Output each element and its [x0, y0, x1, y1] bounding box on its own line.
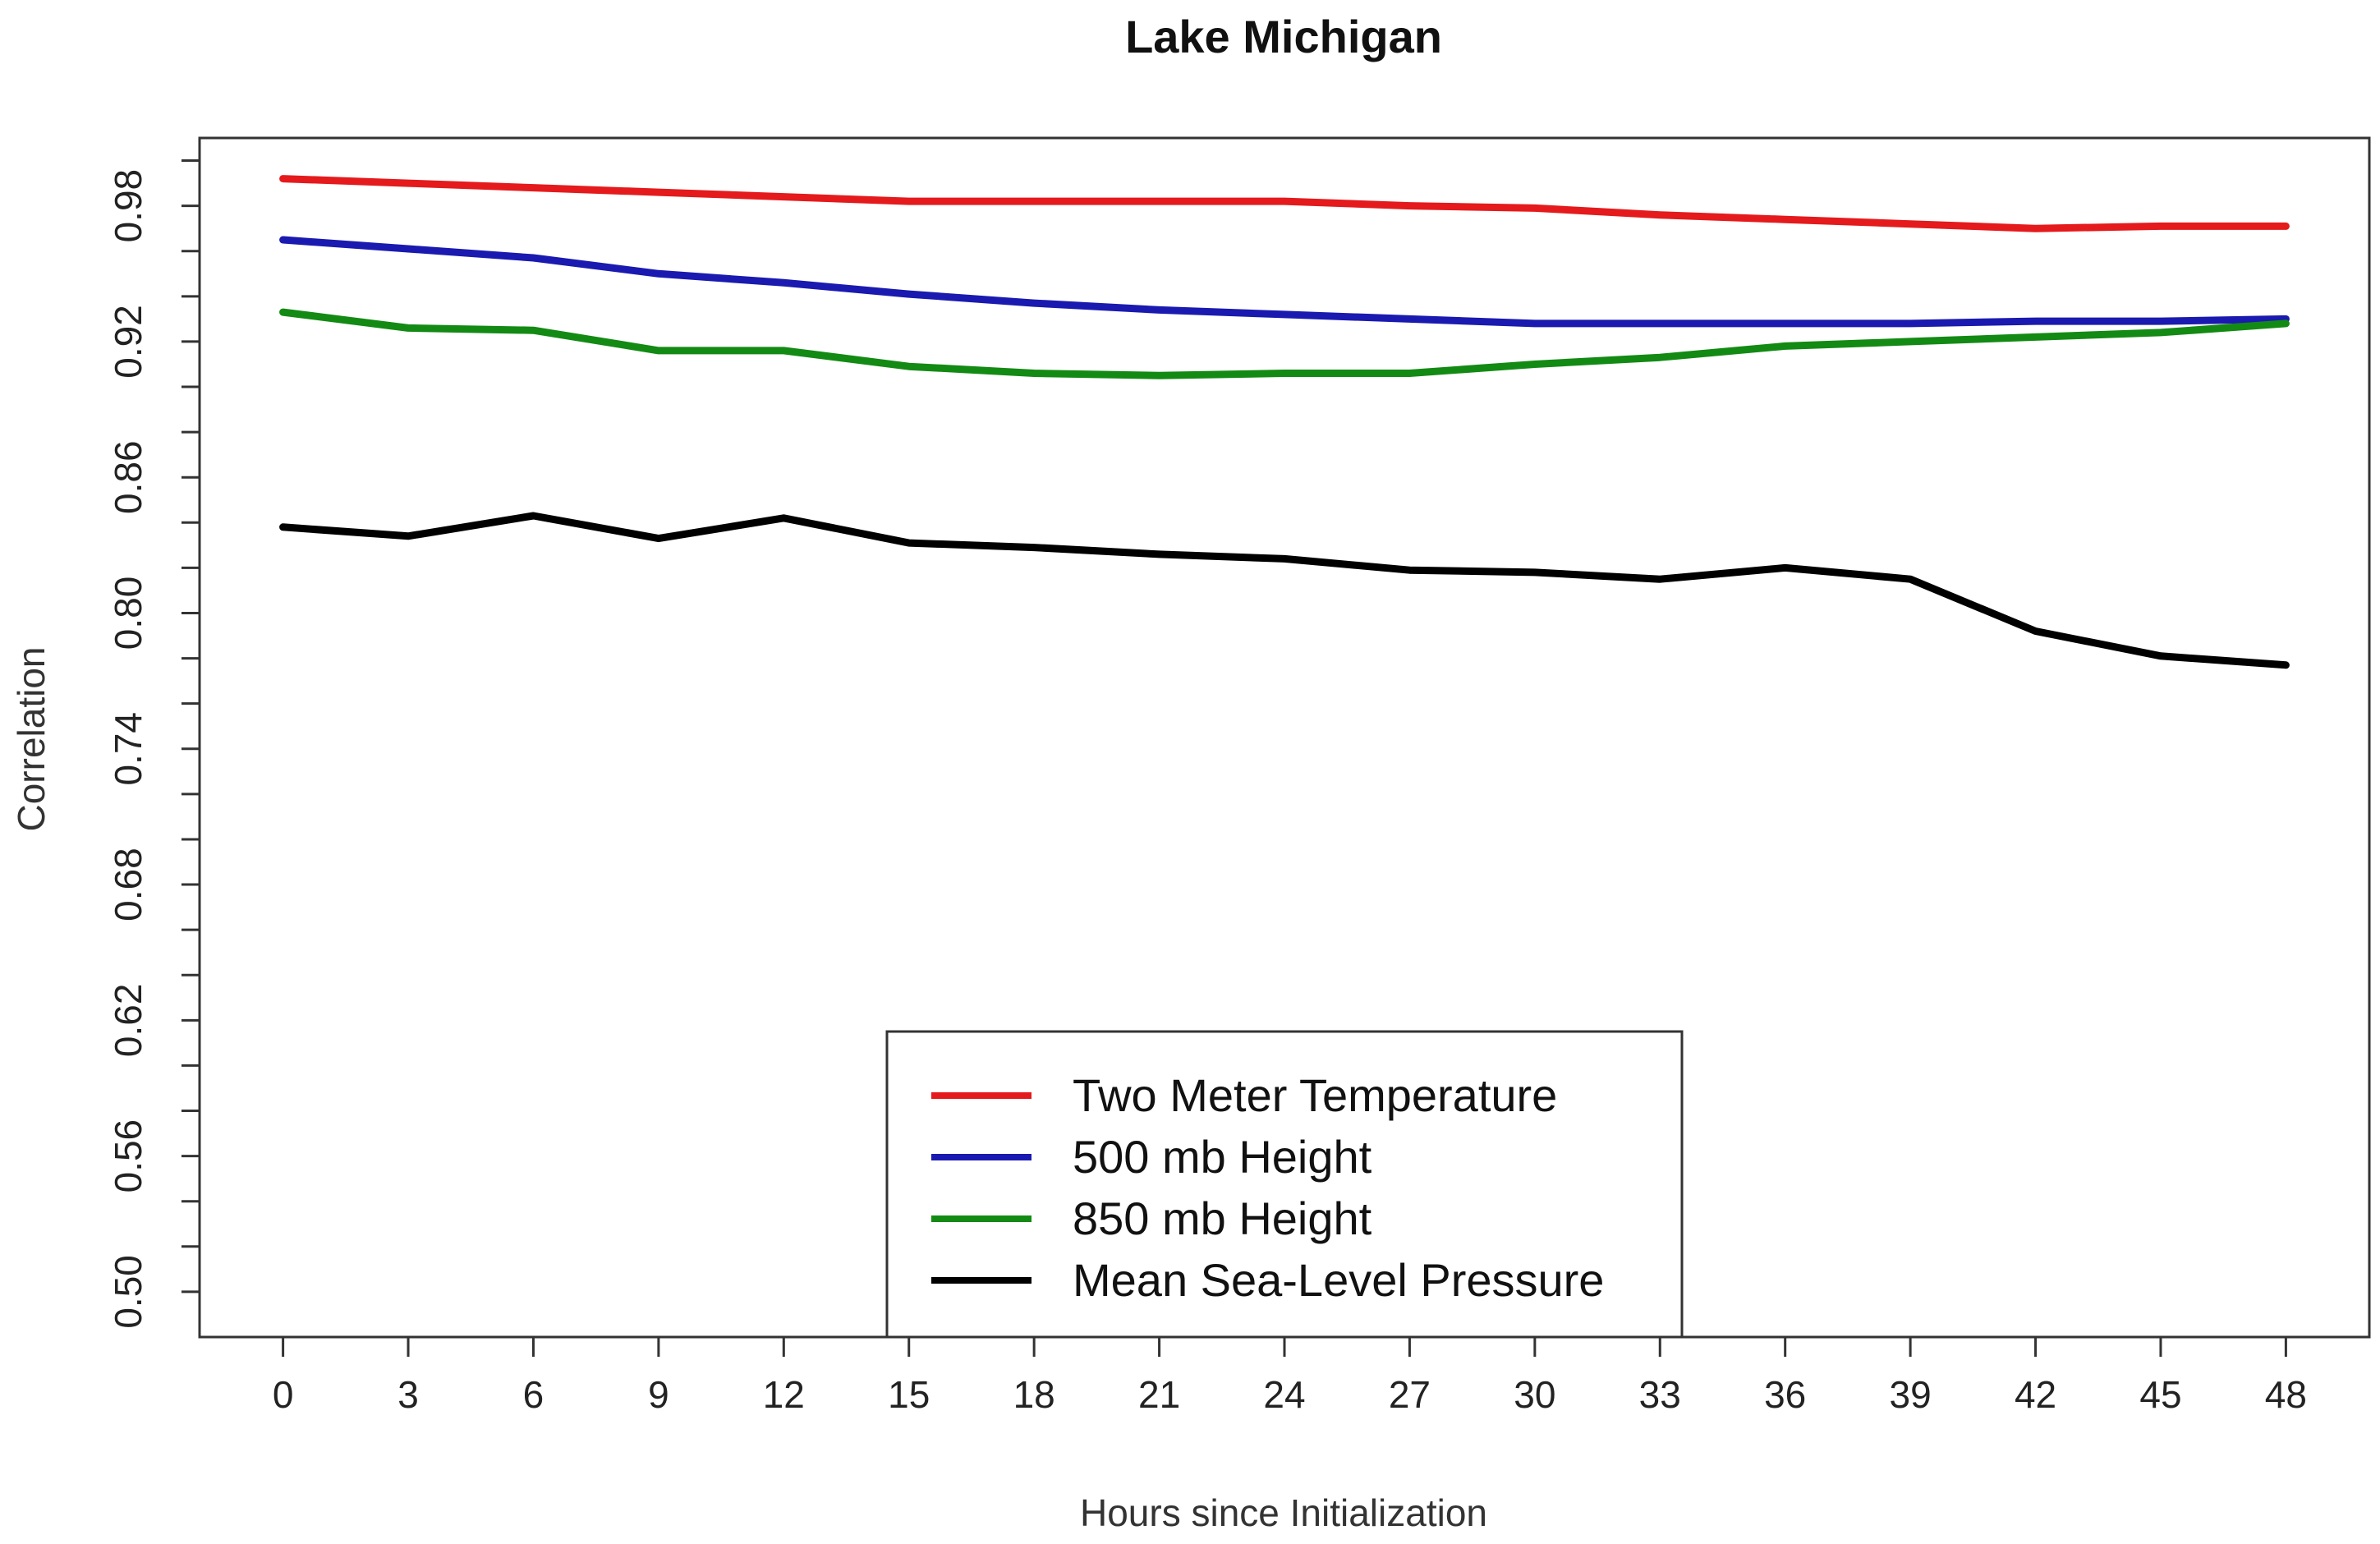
legend-label-3: Mean Sea-Level Pressure — [1073, 1254, 1604, 1306]
x-tick-label: 45 — [2139, 1373, 2181, 1416]
y-tick-label: 0.74 — [107, 712, 149, 786]
y-axis: 0.50 0.56 0.62 0.68 0.74 0.80 0.86 0.92 0.98 — [107, 159, 200, 1329]
series-group — [279, 175, 2290, 669]
y-tick-label: 0.68 — [107, 848, 149, 921]
series-line-2 — [279, 308, 2290, 379]
x-axis-title: Hours since Initialization — [1080, 1491, 1487, 1534]
legend-label-2: 850 mb Height — [1073, 1192, 1372, 1244]
legend-label-1: 500 mb Height — [1073, 1131, 1372, 1183]
x-tick-label: 9 — [648, 1373, 669, 1416]
legend-box — [885, 1030, 1684, 1339]
x-tick-label: 27 — [1389, 1373, 1431, 1416]
x-tick-label: 21 — [1138, 1373, 1180, 1416]
y-tick-label: 0.92 — [107, 305, 149, 379]
y-tick-label: 0.80 — [107, 577, 149, 650]
x-tick-label: 12 — [763, 1373, 805, 1416]
x-tick-label: 48 — [2265, 1373, 2307, 1416]
x-tick-label: 39 — [1890, 1373, 1932, 1416]
x-tick-label: 6 — [523, 1373, 544, 1416]
series-line-0 — [279, 175, 2290, 232]
y-tick-label: 0.62 — [107, 984, 149, 1058]
series-line-3 — [279, 512, 2290, 669]
x-tick-label: 36 — [1764, 1373, 1806, 1416]
x-tick-label: 3 — [397, 1373, 419, 1416]
legend: Two Meter Temperature 500 mb Height 850 mb… — [885, 1030, 1684, 1339]
legend-label-0: Two Meter Temperature — [1073, 1069, 1557, 1121]
x-tick-label: 15 — [888, 1373, 930, 1416]
x-axis: 0 3 6 9 12 15 18 21 24 27 30 33 36 39 42 45 48 — [273, 1337, 2307, 1416]
x-tick-label: 18 — [1013, 1373, 1055, 1416]
y-tick-label: 0.86 — [107, 440, 149, 514]
x-tick-label: 42 — [2015, 1373, 2056, 1416]
series-line-1 — [279, 236, 2290, 328]
y-tick-label: 0.98 — [107, 169, 149, 243]
x-tick-label: 24 — [1263, 1373, 1305, 1416]
x-tick-label: 30 — [1514, 1373, 1555, 1416]
y-axis-title: Correlation — [10, 647, 53, 832]
x-tick-label: 33 — [1639, 1373, 1681, 1416]
y-tick-label: 0.50 — [107, 1255, 149, 1329]
chart-title: Lake Michigan — [1125, 11, 1442, 62]
x-tick-label: 0 — [273, 1373, 294, 1416]
y-tick-label: 0.56 — [107, 1119, 149, 1193]
